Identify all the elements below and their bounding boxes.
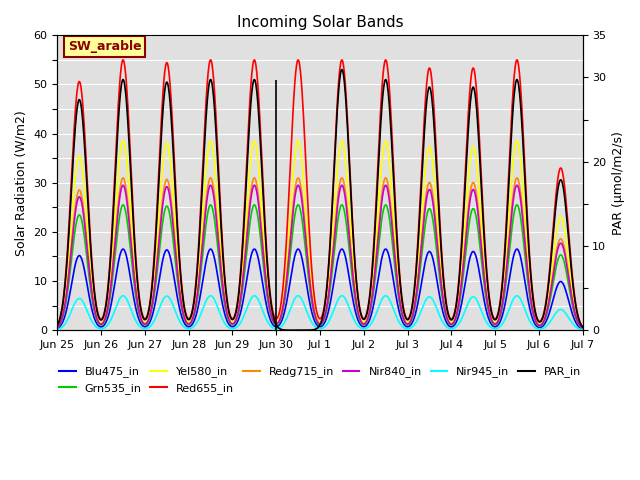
- Title: Incoming Solar Bands: Incoming Solar Bands: [237, 15, 403, 30]
- Y-axis label: Solar Radiation (W/m2): Solar Radiation (W/m2): [15, 110, 28, 256]
- Text: SW_arable: SW_arable: [68, 40, 141, 53]
- Legend: Blu475_in, Grn535_in, Yel580_in, Red655_in, Redg715_in, Nir840_in, Nir945_in, PA: Blu475_in, Grn535_in, Yel580_in, Red655_…: [54, 362, 586, 398]
- Y-axis label: PAR (μmol/m2/s): PAR (μmol/m2/s): [612, 131, 625, 235]
